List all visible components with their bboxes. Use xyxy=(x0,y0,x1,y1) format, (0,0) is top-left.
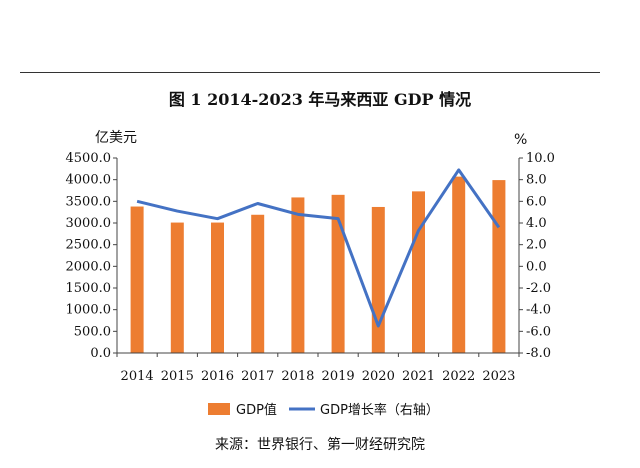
left-tick-label: 4000.0 xyxy=(66,173,112,188)
right-tick-label: 2.0 xyxy=(526,238,547,253)
left-tick-label: 4500.0 xyxy=(66,151,112,166)
left-tick-label: 2500.0 xyxy=(66,238,112,253)
bar-2015 xyxy=(170,222,184,353)
bar-2023 xyxy=(492,180,506,353)
x-tick-label: 2017 xyxy=(241,369,274,384)
left-tick-label: 1000.0 xyxy=(66,303,112,318)
x-tick-label: 2018 xyxy=(281,369,314,384)
x-tick-label: 2022 xyxy=(442,369,475,384)
bar-series xyxy=(130,176,506,353)
chart-title: 图 1 2014-2023 年马来西亚 GDP 情况 xyxy=(168,90,472,109)
x-tick-label: 2014 xyxy=(121,369,154,384)
x-tick-label: 2016 xyxy=(201,369,234,384)
left-tick-label: 3500.0 xyxy=(66,194,112,209)
legend-label-bar: GDP值 xyxy=(236,402,277,418)
left-tick-label: 2000.0 xyxy=(66,259,112,274)
x-tick-label: 2021 xyxy=(402,369,435,384)
bar-2020 xyxy=(371,206,385,353)
x-tick-label: 2019 xyxy=(322,369,355,384)
bar-2018 xyxy=(291,197,305,353)
bar-2021 xyxy=(412,191,425,353)
x-tick-label: 2020 xyxy=(362,369,395,384)
right-tick-label: -4.0 xyxy=(526,303,551,318)
right-tick-label: -2.0 xyxy=(526,281,551,296)
right-tick-label: -8.0 xyxy=(526,346,551,361)
growth-rate-line xyxy=(136,168,501,328)
bar-2014 xyxy=(130,206,144,353)
left-axis-unit: 亿美元 xyxy=(95,130,137,146)
bar-2019 xyxy=(331,194,345,353)
left-tick-label: 500.0 xyxy=(74,324,111,339)
right-tick-label: 8.0 xyxy=(526,173,547,188)
line-series xyxy=(136,168,501,328)
legend-swatch-bar xyxy=(208,403,230,415)
right-tick-label: 0.0 xyxy=(526,259,547,274)
axes: 0.0 500.0 1000.0 1500.0 2000.0 2500.0 3000.0 35… xyxy=(66,151,555,384)
source-note: 来源：世界银行、第一财经研究院 xyxy=(215,437,425,453)
left-tick-label: 1500.0 xyxy=(66,281,112,296)
right-tick-label: 6.0 xyxy=(526,194,547,209)
x-tick-label: 2023 xyxy=(482,369,515,384)
right-tick-label: 10.0 xyxy=(526,151,555,166)
x-tick-label: 2015 xyxy=(161,369,194,384)
bar-2017 xyxy=(251,214,265,353)
legend: GDP值 GDP增长率（右轴） xyxy=(208,402,439,418)
right-axis-unit: % xyxy=(514,132,527,148)
bar-2022 xyxy=(452,176,466,353)
bar-2016 xyxy=(211,222,224,353)
left-tick-label: 3000.0 xyxy=(66,216,112,231)
right-tick-label: 4.0 xyxy=(526,216,547,231)
right-tick-label: -6.0 xyxy=(526,324,551,339)
top-rule xyxy=(20,72,600,73)
legend-label-line: GDP增长率（右轴） xyxy=(320,402,439,418)
left-tick-label: 0.0 xyxy=(90,346,111,361)
